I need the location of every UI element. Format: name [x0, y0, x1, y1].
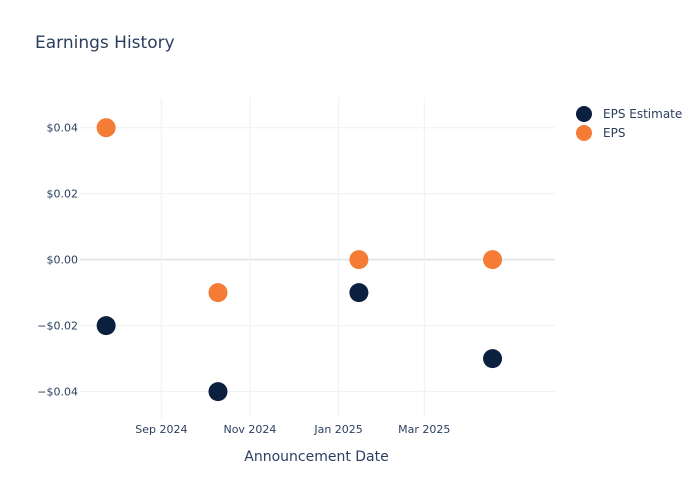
axis-layer: $0.04 $0.02 $0.00 −$0.02 −$0.04 Sep 2024 Nov 2… — [37, 122, 450, 465]
legend-label-eps: EPS — [603, 125, 626, 140]
y-tick-label: −$0.02 — [37, 320, 78, 333]
legend-item-eps-estimate[interactable]: EPS Estimate — [574, 104, 682, 123]
marks-layer — [96, 118, 503, 402]
x-axis-title: Announcement Date — [244, 449, 388, 465]
eps-estimate-point[interactable] — [208, 382, 228, 402]
legend-swatch-eps — [576, 124, 592, 141]
eps-point[interactable] — [483, 250, 503, 270]
y-tick-label: −$0.04 — [37, 386, 78, 399]
x-tick-label: Mar 2025 — [398, 423, 450, 436]
grid-layer — [80, 98, 555, 418]
eps-estimate-point[interactable] — [349, 283, 369, 303]
legend-label-eps-estimate: EPS Estimate — [603, 106, 683, 121]
legend-item-eps[interactable]: EPS — [574, 123, 682, 142]
legend-swatch-estimate — [576, 105, 592, 122]
eps-point[interactable] — [208, 283, 228, 303]
y-tick-label: $0.04 — [47, 122, 79, 135]
chart-title: Earnings History — [35, 33, 175, 53]
eps-estimate-point[interactable] — [96, 316, 116, 336]
x-tick-label: Nov 2024 — [223, 423, 276, 436]
eps-point[interactable] — [96, 118, 116, 138]
x-tick-label: Jan 2025 — [313, 423, 362, 436]
y-tick-label: $0.02 — [47, 188, 79, 201]
y-tick-label: $0.00 — [47, 254, 79, 267]
legend: EPS Estimate EPS — [574, 104, 682, 142]
x-tick-label: Sep 2024 — [135, 423, 187, 436]
eps-point[interactable] — [349, 250, 369, 270]
eps-estimate-point[interactable] — [483, 349, 503, 369]
